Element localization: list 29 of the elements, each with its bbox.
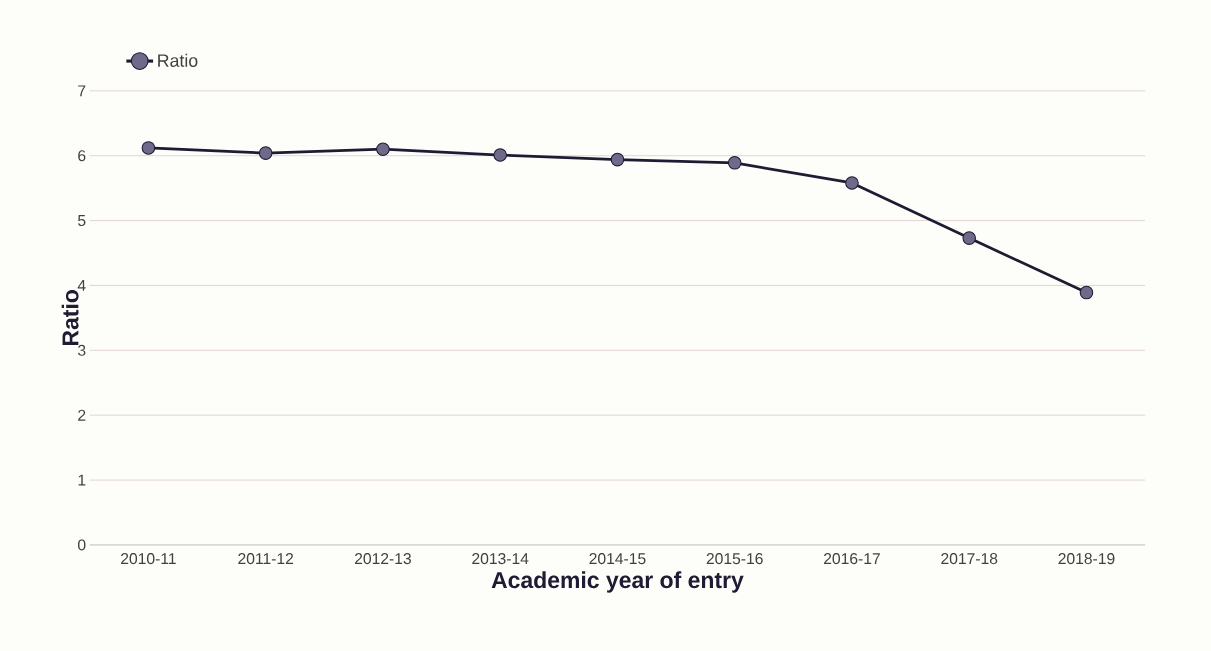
y-tick-label: 1 [78, 474, 86, 486]
y-tick-label: 6 [78, 149, 86, 162]
point [376, 142, 390, 156]
x-tick-label: 2017-18 [941, 552, 998, 564]
x-tick-label: 2010-11 [121, 552, 176, 564]
y-tick-label: 0 [78, 539, 86, 551]
y-tick-label: 4 [77, 279, 86, 291]
point [610, 152, 625, 167]
y-tick-label: 5 [78, 214, 86, 226]
y-tick-label: 2 [78, 409, 86, 421]
point [727, 155, 742, 170]
x-tick-label: 2014-15 [589, 552, 646, 564]
point [1079, 285, 1094, 300]
x-tick-label: 2012-13 [354, 552, 411, 564]
x-tick-label: 2011-12 [238, 552, 294, 564]
y-axis-title: Ratio [61, 289, 79, 345]
x-axis-title: Academic year of entry [491, 571, 744, 593]
legend-label: Ratio [158, 53, 198, 67]
x-tick-label: 2018-19 [1058, 552, 1115, 564]
point [962, 231, 976, 245]
y-tick-label: 3 [77, 344, 86, 356]
x-tick-label: 2013-14 [472, 552, 529, 564]
y-tick-label: 7 [78, 85, 86, 97]
point [258, 146, 273, 160]
point [845, 175, 859, 190]
x-tick-label: 2015-16 [706, 552, 763, 564]
point [141, 140, 156, 155]
point [493, 148, 507, 162]
x-tick-label: 2016-17 [824, 552, 880, 564]
